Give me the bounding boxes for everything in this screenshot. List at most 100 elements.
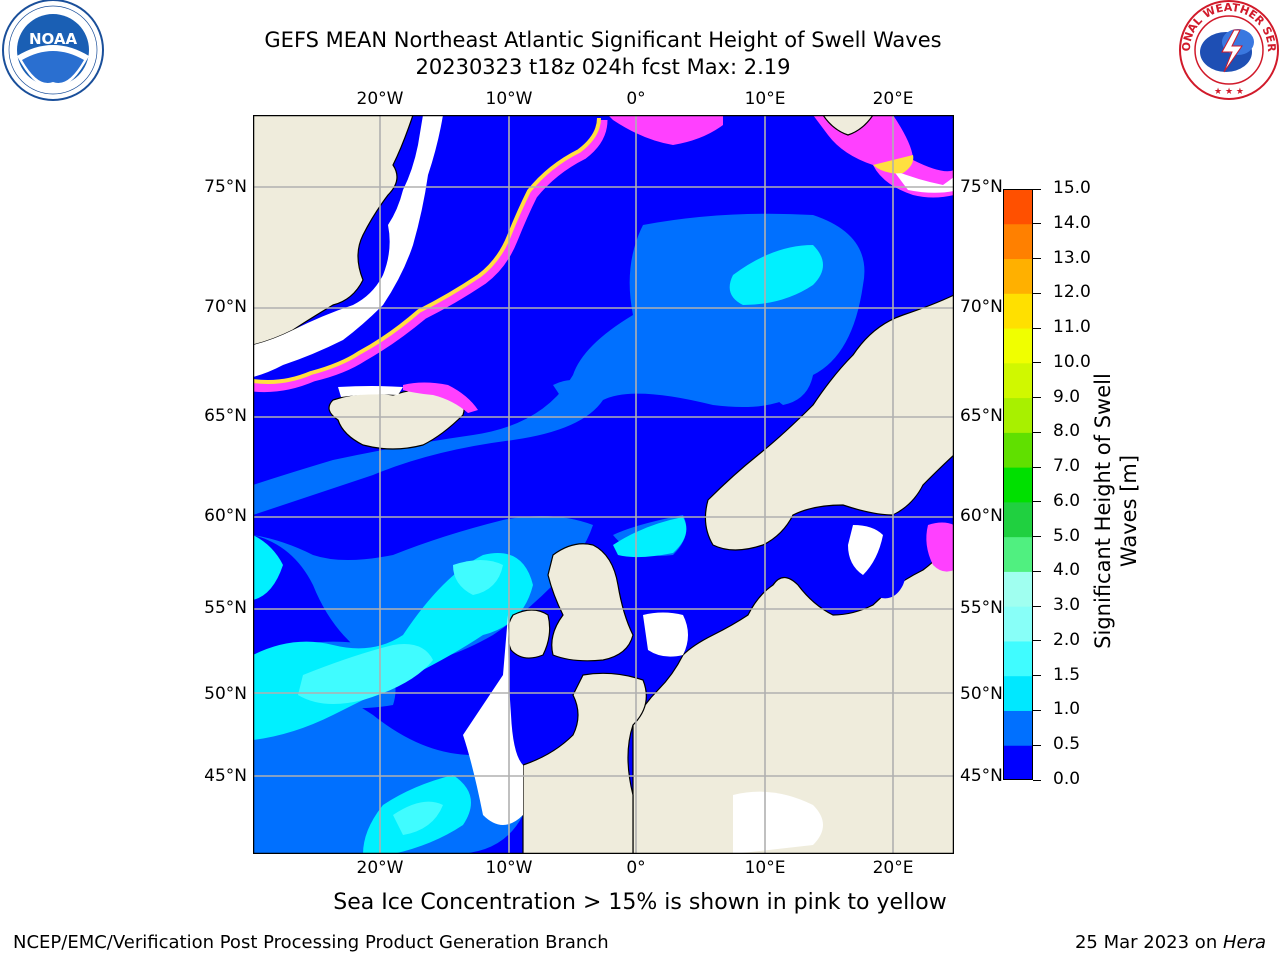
colorbar-tick-mark (1033, 709, 1041, 711)
lon-tick-bottom-20e: 20°E (872, 858, 914, 878)
colorbar-tick-label: 4.0 (1053, 560, 1081, 581)
noaa-logo: NOAA (0, 0, 106, 106)
lat-tick-right-45n: 45°N (960, 766, 1003, 786)
colorbar-tick-label: 8.0 (1053, 421, 1081, 442)
colorbar-tick-label: 2.0 (1053, 629, 1081, 650)
lon-tick-top-20w: 20°W (356, 89, 404, 109)
lon-tick-top-10e: 10°E (744, 89, 786, 109)
colorbar-tick-mark (1033, 466, 1041, 468)
colorbar-tick-label: 10.0 (1053, 351, 1091, 372)
colorbar-tick-mark (1033, 397, 1041, 399)
lat-tick-right-60n: 60°N (960, 506, 1003, 526)
sea-ice-greenland (253, 119, 608, 392)
colorbar-segment (1003, 397, 1033, 433)
colorbar-tick-mark (1033, 779, 1041, 781)
colorbar-segment (1003, 328, 1033, 364)
colorbar-tick-mark (1033, 501, 1041, 503)
lat-tick-right-75n: 75°N (960, 177, 1003, 197)
lon-tick-bottom-10e: 10°E (744, 858, 786, 878)
colorbar-tick-label: 11.0 (1053, 317, 1091, 338)
sea-ice-note: Sea Ice Concentration > 15% is shown in … (333, 890, 947, 915)
colorbar-tick-mark (1033, 640, 1041, 642)
colorbar-segment (1003, 606, 1033, 642)
colorbar-frame (1003, 189, 1033, 780)
colorbar-segment (1003, 223, 1033, 260)
colorbar-tick-mark (1033, 431, 1041, 433)
colorbar-tick-label: 13.0 (1053, 247, 1091, 268)
colorbar-tick-label: 9.0 (1053, 386, 1081, 407)
colorbar-tick-label: 15.0 (1053, 178, 1091, 198)
colorbar-segment (1003, 362, 1033, 399)
colorbar-tick-label: 14.0 (1053, 212, 1091, 233)
lon-tick-bottom-10w: 10°W (485, 858, 533, 878)
lon-tick-bottom-0: 0° (626, 858, 646, 878)
colorbar-tick-mark (1033, 223, 1041, 225)
lat-tick-left-45n: 45°N (204, 766, 247, 786)
land-ireland (506, 609, 551, 659)
colorbar-segment (1003, 467, 1033, 503)
land-france-iberia (522, 672, 647, 854)
footer-date: 25 Mar 2023 on Hera (1075, 932, 1266, 953)
swell-band-0.5-1-south (253, 516, 593, 665)
lat-tick-right-55n: 55°N (960, 598, 1003, 618)
colorbar-segment (1003, 640, 1033, 677)
lat-tick-left-75n: 75°N (204, 177, 247, 197)
colorbar-tick-mark (1033, 188, 1041, 190)
colorbar-tick-label: 6.0 (1053, 490, 1081, 511)
swell-band-1.5-2 (298, 644, 433, 704)
land-great-britain (547, 543, 634, 662)
lon-tick-top-10w: 10°W (485, 89, 533, 109)
lat-tick-right-50n: 50°N (960, 684, 1003, 704)
swell-height-map (253, 115, 954, 854)
colorbar-segment (1003, 571, 1033, 607)
colorbar-segment (1003, 189, 1033, 225)
colorbar-tick-label: 3.0 (1053, 595, 1081, 616)
colorbar-segment (1003, 536, 1033, 572)
footer-date-text: 25 Mar 2023 on (1074, 932, 1223, 953)
lon-tick-top-0: 0° (626, 89, 646, 109)
chart-subtitle: 20230323 t18z 024h fcst Max: 2.19 (415, 55, 791, 79)
nws-logo: NATIONAL WEATHER SERVICE ★ ★ ★ (1173, 0, 1280, 102)
colorbar-segment (1003, 745, 1033, 780)
lon-tick-top-20e: 20°E (872, 89, 914, 109)
colorbar-tick-mark (1033, 570, 1041, 572)
lat-tick-left-70n: 70°N (204, 297, 247, 317)
colorbar-segment (1003, 293, 1033, 329)
lon-tick-bottom-20w: 20°W (356, 858, 404, 878)
colorbar-label: Significant Height of Swell Waves [m] (1091, 373, 1141, 649)
lat-tick-right-65n: 65°N (960, 406, 1003, 426)
colorbar-tick-label: 1.0 (1053, 699, 1081, 720)
colorbar-tick-mark (1033, 258, 1041, 260)
colorbar-segment (1003, 432, 1033, 468)
swell-band-1-1.5 (729, 245, 823, 305)
colorbar-tick-label: 5.0 (1053, 525, 1081, 546)
footer-producer: NCEP/EMC/Verification Post Processing Pr… (13, 932, 609, 953)
colorbar-tick-label: 12.0 (1053, 282, 1091, 303)
lat-tick-left-60n: 60°N (204, 506, 247, 526)
colorbar-tick-mark (1033, 605, 1041, 607)
colorbar (1003, 189, 1033, 780)
colorbar-segment (1003, 501, 1033, 538)
graticule (253, 115, 954, 854)
land-greenland (253, 115, 414, 346)
colorbar-tick-mark (1033, 744, 1041, 746)
colorbar-tick-mark (1033, 362, 1041, 364)
colorbar-tick-mark (1033, 327, 1041, 329)
colorbar-tick-mark (1033, 675, 1041, 677)
lat-tick-left-65n: 65°N (204, 406, 247, 426)
lat-tick-right-70n: 70°N (960, 297, 1003, 317)
colorbar-tick-label: 0.5 (1053, 734, 1081, 755)
svg-text:NOAA: NOAA (29, 30, 78, 48)
swell-band-0.5-1 (253, 213, 865, 515)
svg-text:★ ★ ★: ★ ★ ★ (1214, 87, 1244, 97)
colorbar-tick-label: 1.5 (1053, 664, 1081, 685)
colorbar-segment (1003, 710, 1033, 746)
colorbar-segment (1003, 675, 1033, 711)
colorbar-tick-mark (1033, 536, 1041, 538)
lat-tick-left-55n: 55°N (204, 598, 247, 618)
chart-title: GEFS MEAN Northeast Atlantic Significant… (264, 28, 942, 52)
colorbar-tick-label: 7.0 (1053, 456, 1081, 477)
colorbar-segment (1003, 258, 1033, 294)
lat-tick-left-50n: 50°N (204, 684, 247, 704)
colorbar-tick-label: 0.0 (1053, 769, 1081, 789)
